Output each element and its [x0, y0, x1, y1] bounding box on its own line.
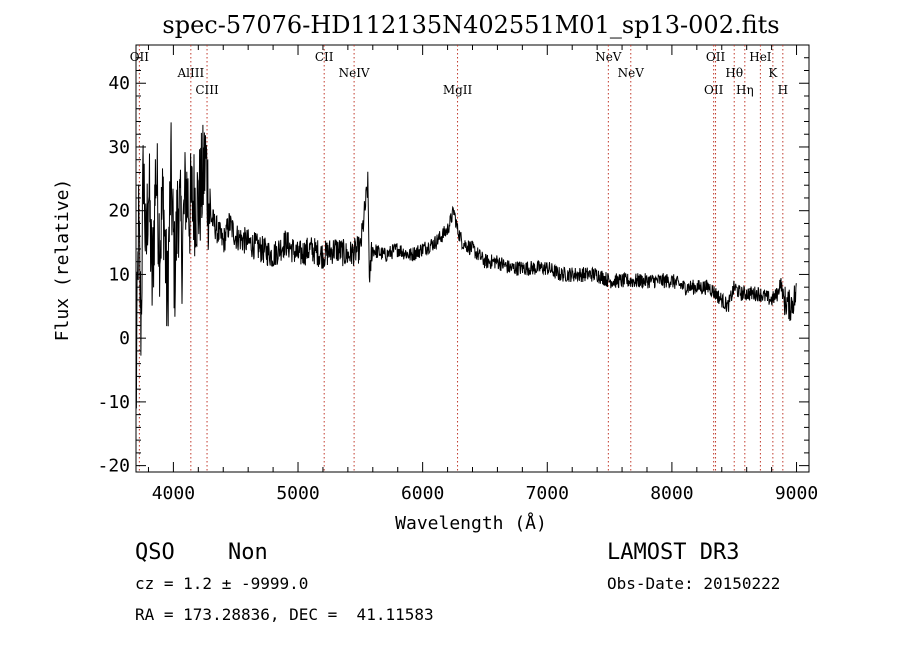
y-tick-label: 30	[108, 137, 130, 158]
coordinates: RA = 173.28836, DEC = 41.11583	[135, 605, 434, 624]
plot-frame	[135, 44, 810, 473]
emission-line-label: Hη	[736, 83, 754, 97]
emission-line-label: NeV	[595, 50, 622, 64]
emission-line-label: Hθ	[725, 66, 743, 80]
observation-date: Obs-Date: 20150222	[607, 574, 780, 593]
object-subclass: Non	[228, 540, 268, 565]
emission-line-label: CII	[315, 50, 334, 64]
y-tick-label: 20	[108, 201, 130, 222]
x-tick-label: 6000	[401, 483, 444, 504]
emission-line-markers: OIIAlIIICIIICIINeIVMgIINeVNeVOIIOIIHθHηH…	[130, 45, 788, 472]
x-tick-label: 8000	[650, 483, 693, 504]
emission-line-label: HeI	[749, 50, 772, 64]
emission-line-label: OII	[130, 50, 150, 64]
emission-line-label: CIII	[195, 83, 219, 97]
y-tick-label: -20	[97, 456, 130, 477]
x-axis: 4000 5000 6000 7000 8000 9000	[147, 45, 818, 504]
spectrum-line	[135, 122, 797, 409]
object-class: QSO	[135, 540, 175, 565]
x-tick-label: 5000	[276, 483, 319, 504]
y-tick-label: -10	[97, 392, 130, 413]
emission-line-label: NeIV	[339, 66, 370, 80]
x-tick-label: 7000	[526, 483, 569, 504]
emission-line-label: OII	[704, 83, 724, 97]
y-axis-label: Flux (relative)	[52, 179, 73, 342]
chart-title: spec-57076-HD112135N402551M01_sp13-002.f…	[162, 11, 779, 39]
y-axis: -20 -10 0 10 20 30 40	[97, 57, 809, 477]
x-tick-label: 4000	[152, 483, 195, 504]
x-tick-label: 9000	[775, 483, 818, 504]
redshift-cz: cz = 1.2 ± -9999.0	[135, 574, 308, 593]
footer-info: QSO Non LAMOST DR3 cz = 1.2 ± -9999.0 Ob…	[135, 540, 780, 624]
emission-line-label: OII	[706, 50, 726, 64]
y-tick-label: 40	[108, 73, 130, 94]
spectrum-series	[135, 122, 797, 409]
emission-line-label: NeV	[618, 66, 645, 80]
emission-line-label: H	[778, 83, 788, 97]
emission-line-label: AlIII	[176, 66, 204, 80]
x-axis-label: Wavelength (Å)	[395, 512, 547, 534]
survey-name: LAMOST DR3	[607, 540, 739, 565]
emission-line-label: MgII	[443, 83, 473, 97]
y-tick-label: 10	[108, 264, 130, 285]
plot-area	[135, 44, 810, 473]
emission-line-label: K	[768, 66, 778, 80]
y-tick-label: 0	[119, 328, 130, 349]
